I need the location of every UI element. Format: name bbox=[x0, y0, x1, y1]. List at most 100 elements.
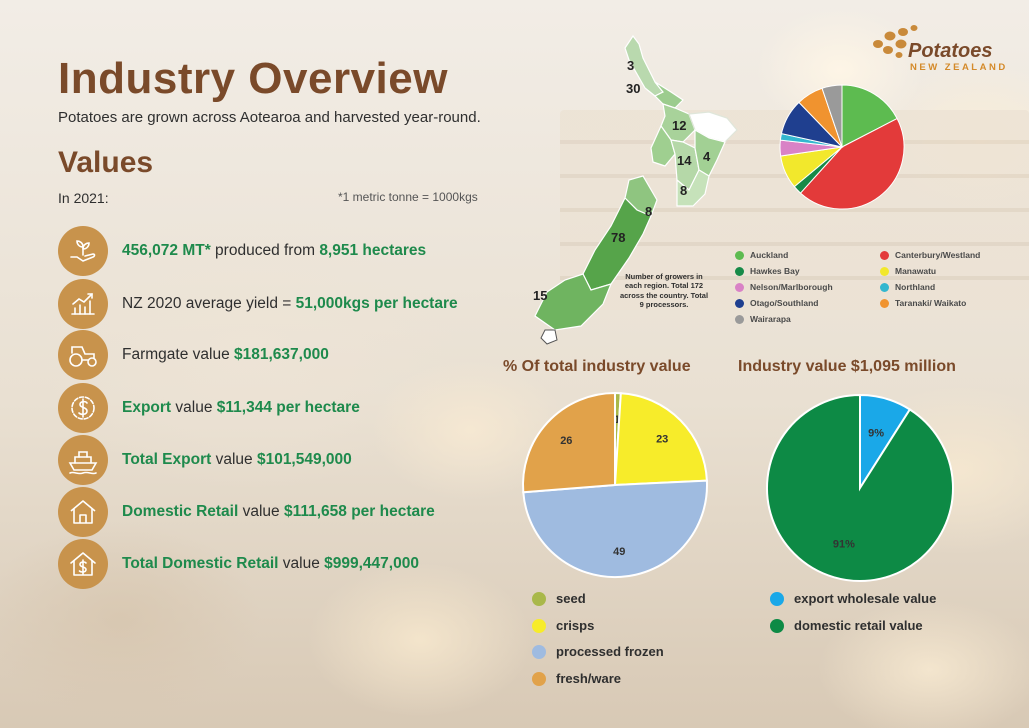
stat-text-total-domestic: Total Domestic Retail value $999,447,000 bbox=[122, 555, 419, 573]
page-title: Industry Overview bbox=[58, 54, 448, 103]
industry-pct-chart-title: % Of total industry value bbox=[503, 358, 691, 375]
map-label-otago: 15 bbox=[533, 288, 547, 303]
stat-row-total-domestic: Total Domestic Retail value $999,447,000 bbox=[58, 539, 528, 589]
map-label-canterbury: 78 bbox=[611, 230, 625, 245]
legend-item-export-wholesale: export wholesale value bbox=[770, 591, 936, 606]
legend-label: fresh/ware bbox=[556, 671, 622, 686]
stat-text-domestic-retail: Domestic Retail value $111,658 per hecta… bbox=[122, 503, 435, 521]
pie-data-label: 9% bbox=[868, 428, 884, 440]
stat-part: 8,951 hectares bbox=[319, 242, 427, 259]
stat-part: Export bbox=[122, 399, 172, 416]
stat-text-yield: NZ 2020 average yield = 51,000kgs per he… bbox=[122, 295, 458, 313]
pie-slice-canterbury-westland bbox=[799, 117, 905, 210]
legend-label: Otago/Southland bbox=[750, 298, 819, 308]
legend-label: processed frozen bbox=[556, 644, 664, 659]
legend-label: domestic retail value bbox=[794, 618, 923, 633]
stat-row-export: Export value $11,344 per hectare bbox=[58, 383, 528, 433]
legend-item-northland: Northland bbox=[880, 282, 935, 292]
stat-part: 456,072 MT* bbox=[122, 242, 211, 259]
pie-slice-fresh-ware bbox=[522, 391, 616, 494]
legend-item-hawkes-bay: Hawkes Bay bbox=[735, 266, 800, 276]
legend-dot bbox=[880, 298, 889, 308]
map-label-nelson: 8 bbox=[645, 204, 652, 219]
legend-item-auckland: Auckland bbox=[735, 250, 788, 260]
map-label-waikato: 12 bbox=[672, 118, 686, 133]
stat-row-farmgate: Farmgate value $181,637,000 bbox=[58, 330, 528, 380]
industry-pct-pie-chart: 1 23 49 26 bbox=[522, 391, 708, 579]
pie-slice-processed-frozen bbox=[522, 479, 708, 579]
map-label-hawkes-bay: 4 bbox=[703, 149, 711, 164]
stat-part: value bbox=[238, 503, 284, 520]
pie-data-label: 26 bbox=[560, 435, 572, 447]
legend-dot bbox=[880, 250, 889, 260]
legend-label: seed bbox=[556, 591, 586, 606]
stat-row-total-export: Total Export value $101,549,000 bbox=[58, 435, 528, 485]
logo-subtitle: NEW ZEALAND bbox=[910, 62, 1008, 73]
stat-part: value bbox=[278, 555, 325, 572]
legend-label: Auckland bbox=[750, 250, 789, 260]
stat-text-total-export: Total Export value $101,549,000 bbox=[122, 451, 352, 469]
map-note: Number of growers in each region. Total … bbox=[619, 272, 709, 310]
pie-slice-wairarapa bbox=[821, 84, 843, 148]
legend-item-processed-frozen: processed frozen bbox=[532, 644, 664, 659]
stat-part: $11,344 per hectare bbox=[216, 399, 360, 416]
stat-text-production: 456,072 MT* produced from 8,951 hectares bbox=[122, 242, 426, 260]
legend-label: export wholesale value bbox=[794, 591, 937, 606]
legend-label: Hawkes Bay bbox=[750, 266, 800, 276]
logo-wordmark: Potatoes bbox=[908, 40, 993, 62]
stat-part: $101,549,000 bbox=[256, 451, 352, 468]
stat-part: value bbox=[171, 399, 217, 416]
legend-label: Canterbury/Westland bbox=[895, 250, 981, 260]
map-label-northland: 3 bbox=[627, 58, 634, 73]
legend-label: Northland bbox=[895, 282, 936, 292]
legend-dot bbox=[532, 671, 546, 686]
legend-dot bbox=[880, 282, 889, 292]
pie-slice-domestic-retail-value bbox=[766, 393, 954, 582]
map-label-manawatu: 14 bbox=[677, 153, 692, 168]
legend-dot bbox=[532, 644, 546, 659]
year-label: In 2021: bbox=[58, 190, 109, 206]
legend-item-fresh-ware: fresh/ware bbox=[532, 671, 621, 686]
stat-row-production: 456,072 MT* produced from 8,951 hectares bbox=[58, 226, 528, 276]
map-region-hawkes-bay bbox=[694, 128, 726, 177]
stat-part: $181,637,000 bbox=[234, 346, 329, 363]
industry-value-pie-chart: 9% 91% bbox=[766, 393, 954, 582]
legend-item-wairarapa: Wairarapa bbox=[735, 314, 791, 324]
pie-slice-crisps bbox=[613, 392, 708, 487]
map-region-wairarapa bbox=[676, 169, 710, 207]
legend-dot bbox=[735, 282, 744, 292]
stat-part: value bbox=[211, 451, 257, 468]
tractor-icon bbox=[58, 330, 108, 380]
industry-value-chart-title: Industry value $1,095 million bbox=[738, 358, 956, 375]
legend-item-nelson: Nelson/Marlborough bbox=[735, 282, 833, 292]
stat-text-export: Export value $11,344 per hectare bbox=[122, 399, 360, 417]
potato-dots-logo-icon bbox=[873, 25, 918, 58]
yield-chart-icon bbox=[58, 279, 108, 329]
stat-row-yield: NZ 2020 average yield = 51,000kgs per he… bbox=[58, 279, 528, 329]
legend-item-taranaki: Taranaki/ Waikato bbox=[880, 298, 966, 308]
legend-label: Taranaki/ Waikato bbox=[895, 298, 967, 308]
legend-dot bbox=[770, 591, 784, 606]
legend-dot bbox=[735, 266, 744, 276]
stat-part: Total Domestic Retail bbox=[122, 555, 279, 572]
stat-part: produced from bbox=[210, 242, 320, 259]
region-pie-chart bbox=[779, 84, 905, 210]
page-subtitle: Potatoes are grown across Aotearoa and h… bbox=[58, 109, 481, 126]
legend-label: Manawatu bbox=[895, 266, 937, 276]
legend-dot bbox=[735, 250, 744, 260]
house-icon bbox=[58, 487, 108, 537]
nz-growers-map: 3 30 12 14 4 8 8 78 15 bbox=[533, 34, 738, 345]
map-label-auckland: 30 bbox=[626, 81, 640, 96]
stat-part: $999,447,000 bbox=[324, 555, 419, 572]
stat-text-farmgate: Farmgate value $181,637,000 bbox=[122, 346, 329, 364]
legend-item-domestic-retail: domestic retail value bbox=[770, 618, 923, 633]
legend-dot bbox=[770, 618, 784, 633]
legend-dot bbox=[735, 298, 744, 308]
stat-part: $111,658 per hectare bbox=[283, 503, 435, 520]
legend-item-seed: seed bbox=[532, 591, 586, 606]
legend-dot bbox=[532, 591, 546, 606]
cargo-ship-icon bbox=[58, 435, 108, 485]
house-dollar-icon bbox=[58, 539, 108, 589]
stat-part: 51,000kgs per hectare bbox=[295, 295, 458, 312]
legend-item-manawatu: Manawatu bbox=[880, 266, 936, 276]
